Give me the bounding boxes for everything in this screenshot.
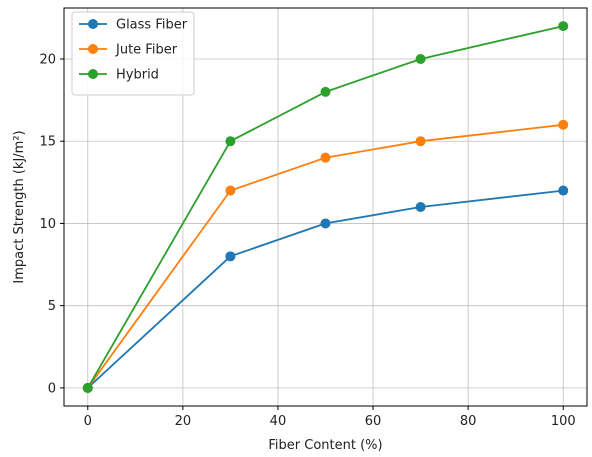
series-line-jute-fiber	[87, 123, 564, 389]
data-point-hybrid	[320, 86, 331, 97]
x-tick-label: 40	[270, 414, 287, 429]
legend-swatch-marker	[88, 19, 98, 29]
x-tick-label: 0	[84, 414, 92, 429]
y-axis-label: Impact Strength (kJ/m²)	[12, 130, 27, 283]
data-point-glass-fiber	[415, 202, 426, 212]
x-tick-label: 80	[460, 414, 477, 429]
legend-item-glass-fiber: Glass Fiber	[79, 18, 188, 33]
legend-swatch-marker	[88, 44, 98, 54]
ticks: 0 20 40 60 80 100 0 5 10 15 20	[39, 52, 575, 429]
x-tick-label: 100	[551, 414, 576, 429]
x-axis-label: Fiber Content (%)	[268, 438, 382, 453]
legend-item-hybrid: Hybrid	[79, 68, 159, 83]
legend-label: Jute Fiber	[115, 43, 178, 58]
y-tick-label: 0	[48, 381, 56, 396]
data-point-jute-fiber	[415, 136, 426, 147]
legend-label: Glass Fiber	[116, 18, 188, 33]
data-point-glass-fiber	[320, 218, 331, 229]
data-point-jute-fiber	[558, 119, 569, 130]
data-point-hybrid	[558, 21, 569, 32]
data-point-glass-fiber	[558, 185, 569, 196]
data-point-hybrid	[415, 53, 426, 64]
legend: Glass Fiber Jute Fiber Hybrid	[71, 11, 195, 96]
series-jute-fiber	[82, 119, 569, 393]
legend-swatch-marker	[88, 69, 98, 79]
y-tick-label: 10	[39, 217, 56, 232]
series-hybrid	[82, 21, 569, 393]
legend-item-jute-fiber: Jute Fiber	[79, 43, 178, 58]
data-point-hybrid	[225, 136, 236, 147]
series-glass-fiber	[82, 185, 569, 393]
legend-label: Hybrid	[116, 68, 159, 83]
y-tick-label: 15	[39, 135, 56, 150]
y-tick-label: 20	[39, 52, 56, 67]
plot-frame	[63, 7, 588, 407]
data-point-jute-fiber	[225, 185, 236, 196]
data-point-hybrid	[82, 382, 93, 393]
series-group	[82, 21, 569, 393]
x-tick-label: 20	[175, 414, 192, 429]
x-tick-label: 60	[365, 414, 382, 429]
data-point-glass-fiber	[225, 251, 236, 262]
data-point-jute-fiber	[320, 152, 331, 163]
y-tick-label: 5	[48, 299, 56, 314]
